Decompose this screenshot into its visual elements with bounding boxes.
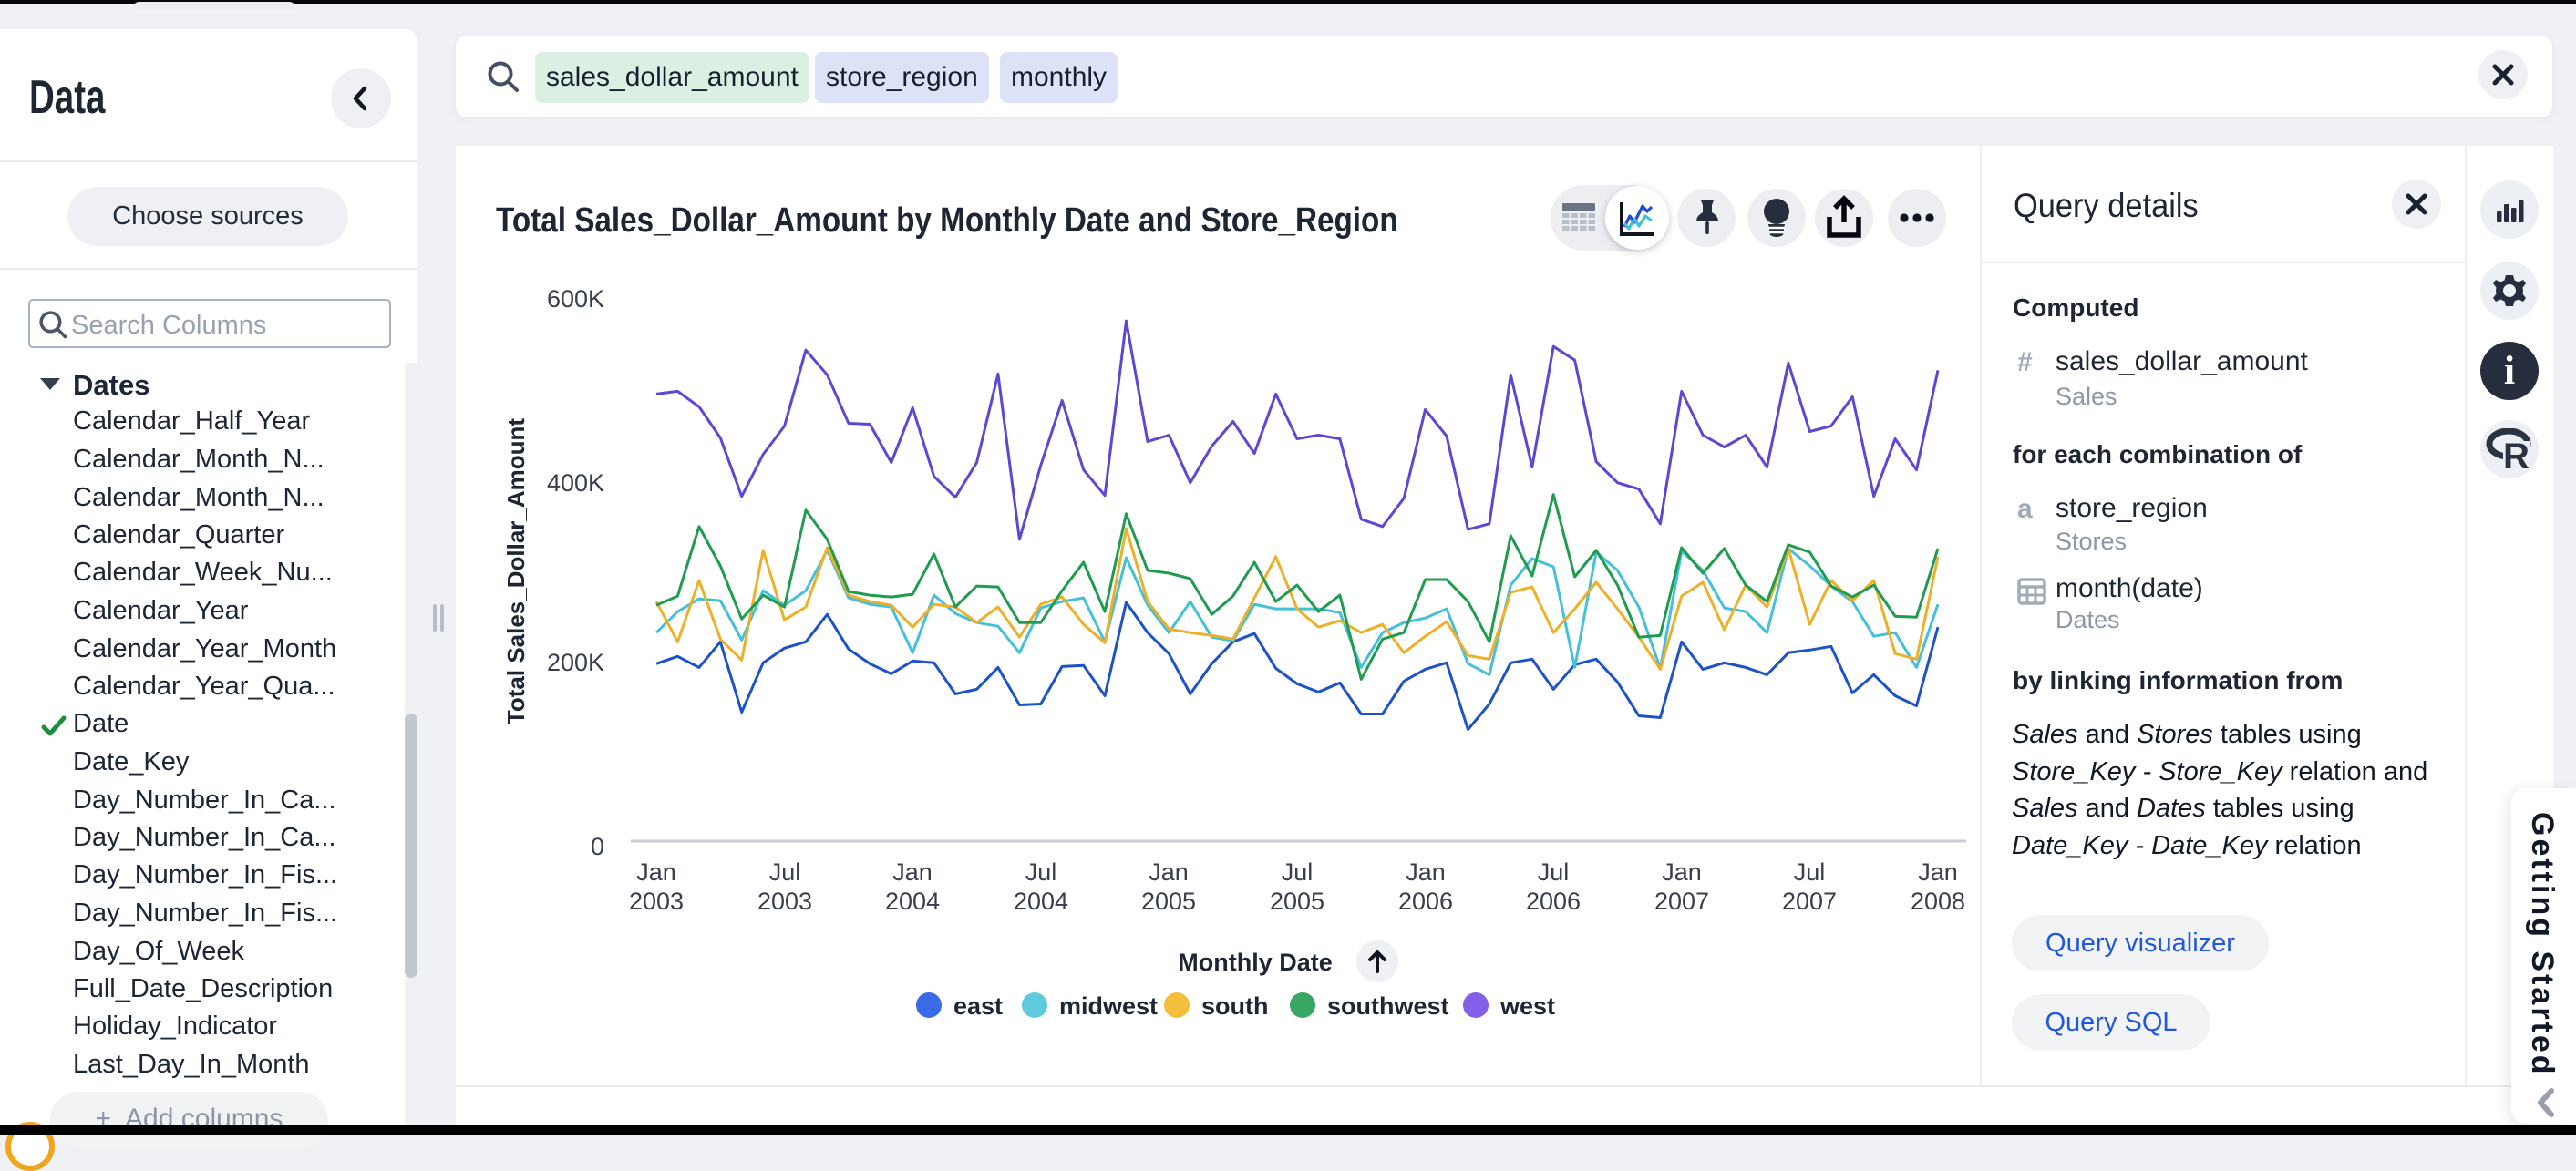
svg-text:south: south (1201, 992, 1269, 1020)
svg-text:Jul: Jul (1282, 858, 1314, 886)
svg-text:2003: 2003 (629, 888, 684, 915)
svg-text:Monthly Date: Monthly Date (1178, 949, 1333, 976)
svg-text:Jan: Jan (1662, 858, 1702, 886)
svg-text:600K: 600K (547, 285, 604, 313)
svg-text:2007: 2007 (1654, 888, 1709, 915)
svg-text:Total Sales_Dollar_Amount: Total Sales_Dollar_Amount (502, 418, 530, 724)
svg-text:2003: 2003 (757, 888, 812, 915)
svg-text:Jan: Jan (1149, 858, 1189, 886)
svg-text:east: east (953, 992, 1003, 1020)
svg-text:2005: 2005 (1270, 888, 1324, 915)
svg-text:400K: 400K (547, 469, 604, 497)
svg-text:west: west (1499, 992, 1555, 1020)
svg-text:R: R (2503, 437, 2530, 470)
svg-text:Jan: Jan (1406, 858, 1446, 886)
svg-text:southwest: southwest (1327, 992, 1449, 1020)
svg-text:2004: 2004 (1014, 888, 1068, 915)
svg-text:2006: 2006 (1398, 888, 1453, 915)
svg-text:Jan: Jan (1918, 858, 1958, 886)
svg-text:Jul: Jul (769, 858, 801, 886)
svg-text:Jul: Jul (1794, 858, 1826, 886)
svg-text:0: 0 (591, 833, 604, 860)
svg-text:2005: 2005 (1141, 888, 1196, 915)
svg-text:Jul: Jul (1538, 858, 1570, 886)
svg-text:2006: 2006 (1526, 888, 1581, 915)
svg-text:2008: 2008 (1911, 888, 1965, 915)
svg-text:Jan: Jan (892, 858, 933, 886)
svg-text:2004: 2004 (885, 888, 940, 915)
svg-text:200K: 200K (547, 649, 604, 676)
svg-text:Jul: Jul (1025, 858, 1057, 886)
svg-text:midwest: midwest (1059, 992, 1158, 1020)
svg-text:Jan: Jan (636, 858, 676, 886)
svg-text:2007: 2007 (1782, 888, 1837, 915)
